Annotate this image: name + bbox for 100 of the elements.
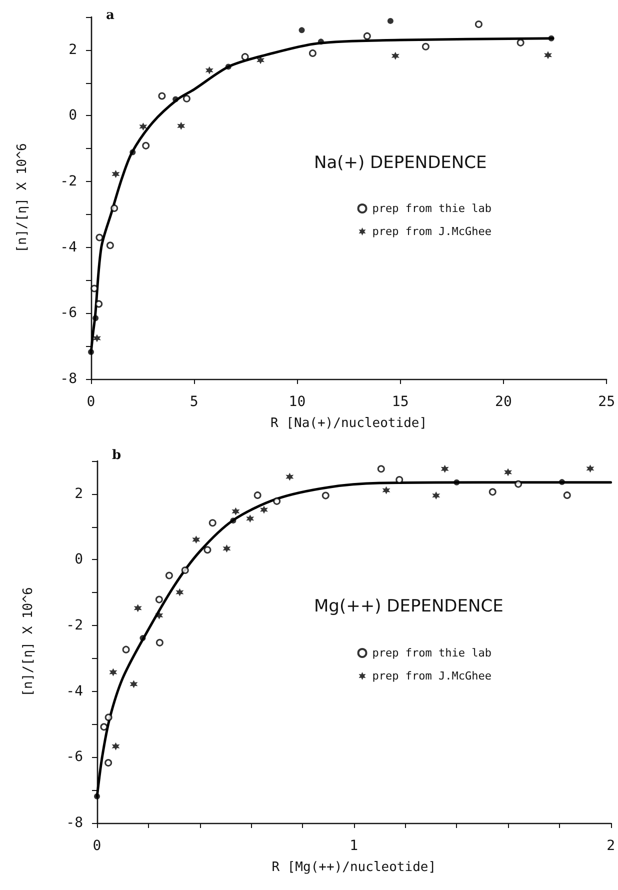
point xyxy=(100,723,108,731)
y-tick-label: -2 xyxy=(60,174,77,190)
point xyxy=(422,42,430,50)
point xyxy=(142,142,150,150)
point xyxy=(432,492,440,500)
y-tick-label: 2 xyxy=(74,486,83,502)
point xyxy=(172,96,179,102)
point xyxy=(104,714,112,722)
point xyxy=(454,479,460,486)
point xyxy=(177,122,186,130)
point xyxy=(182,94,190,102)
x-tick-label: 5 xyxy=(190,394,198,410)
point xyxy=(322,492,330,500)
chart-title: a xyxy=(106,8,115,23)
y-tick-label: -2 xyxy=(66,618,83,634)
point xyxy=(563,491,571,499)
point xyxy=(104,759,112,767)
y-tick-label: -6 xyxy=(60,305,77,322)
point xyxy=(156,638,164,646)
y-tick-label: -8 xyxy=(66,815,83,831)
point xyxy=(109,668,118,676)
point xyxy=(586,464,594,473)
point xyxy=(273,497,281,505)
point xyxy=(158,92,166,100)
point xyxy=(112,170,120,178)
point xyxy=(298,27,305,34)
point xyxy=(208,519,216,527)
point xyxy=(440,464,449,473)
point xyxy=(181,566,189,574)
point xyxy=(122,646,130,654)
point xyxy=(286,472,294,481)
point xyxy=(514,480,522,488)
point xyxy=(130,149,136,156)
point xyxy=(232,507,240,516)
point xyxy=(308,49,316,57)
legend-title: Mg(++) DEPENDENCE xyxy=(314,596,504,616)
x-tick-label: 20 xyxy=(495,394,512,410)
point xyxy=(192,536,200,544)
point xyxy=(548,35,554,42)
x-tick-label: 25 xyxy=(598,394,615,410)
x-tick-label: 0 xyxy=(86,394,96,410)
point xyxy=(92,315,99,322)
point xyxy=(222,544,231,553)
point xyxy=(225,64,232,70)
point xyxy=(544,51,552,60)
point xyxy=(318,38,324,45)
y-tick-label: 0 xyxy=(74,552,83,568)
point xyxy=(96,234,104,242)
point xyxy=(134,604,142,612)
point xyxy=(155,596,163,604)
x-axis-title: R [Mg(++)/nucleotide] xyxy=(272,860,436,875)
point xyxy=(504,468,512,476)
point xyxy=(204,546,212,554)
point xyxy=(94,793,100,800)
point xyxy=(106,242,114,250)
point xyxy=(377,465,385,473)
y-tick-label: -8 xyxy=(60,371,77,387)
x-tick-label: 10 xyxy=(288,394,306,410)
legend-label: prep from thie lab xyxy=(372,202,492,215)
legend-label: prep from J.McGhee xyxy=(372,670,492,682)
point xyxy=(391,52,400,60)
point xyxy=(110,204,118,212)
legend-label: prep from J.McGhee xyxy=(372,225,492,238)
point xyxy=(516,38,524,46)
legend-label: prep from thie lab xyxy=(372,646,492,660)
point xyxy=(396,476,404,484)
legend-title: Na(+) DEPENDENCE xyxy=(314,153,487,174)
y-tick-label: -6 xyxy=(66,749,83,766)
y-tick-label: 2 xyxy=(68,42,77,58)
point xyxy=(139,122,148,131)
y-axis-title: [n]/[η] X 10^6 xyxy=(15,143,30,253)
point xyxy=(92,334,101,342)
y-tick-label: -4 xyxy=(66,683,83,700)
point xyxy=(155,611,164,620)
x-axis-title: R [Na(+)/nucleotide] xyxy=(270,416,428,431)
x-tick-label: 1 xyxy=(350,838,358,854)
point xyxy=(363,32,371,40)
point xyxy=(88,349,94,356)
point xyxy=(246,514,254,523)
point xyxy=(130,680,138,688)
point xyxy=(558,479,565,486)
point xyxy=(112,742,120,750)
chart-title: b xyxy=(112,448,122,463)
x-tick-label: 0 xyxy=(92,838,102,854)
point xyxy=(140,635,146,642)
point xyxy=(387,18,394,24)
point xyxy=(488,488,496,496)
y-axis-title: [n]/[η] X 10^6 xyxy=(21,587,36,697)
y-tick-label: -4 xyxy=(60,239,77,256)
point xyxy=(90,284,98,292)
x-tick-label: 2 xyxy=(606,838,616,854)
y-tick-label: 0 xyxy=(68,108,77,124)
point xyxy=(176,588,184,596)
point xyxy=(254,491,262,499)
point xyxy=(205,66,214,74)
point xyxy=(165,572,173,580)
x-tick-label: 15 xyxy=(392,394,409,410)
point xyxy=(95,300,103,308)
point xyxy=(230,518,236,524)
point xyxy=(260,506,268,514)
